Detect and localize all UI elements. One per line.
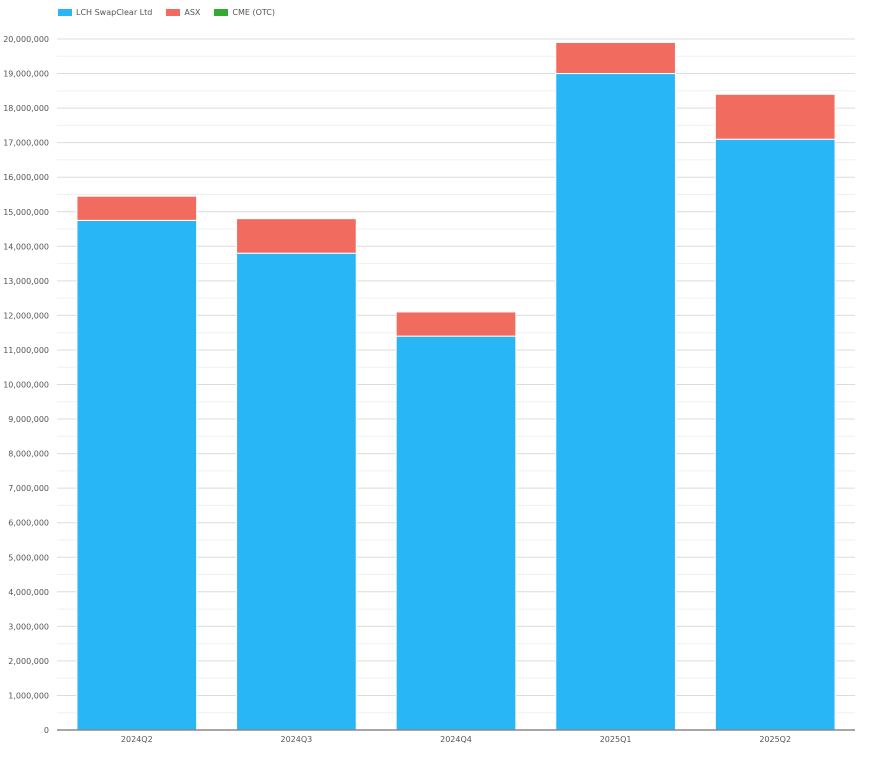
legend-swatch-asx [166,9,181,16]
y-tick-label: 19,000,000 [3,70,49,79]
y-tick-label: 2,000,000 [8,657,49,666]
bar-segment-2024Q3-1[interactable] [236,218,357,254]
legend-item-asx[interactable]: ASX [166,8,200,17]
x-tick-label: 2025Q2 [759,735,791,744]
legend-item-lch-swapclear[interactable]: LCH SwapClear Ltd [58,8,152,17]
x-tick-label: 2024Q2 [121,735,153,744]
x-tick-label: 2024Q3 [281,735,313,744]
bar-segment-2025Q1-0[interactable] [555,73,676,731]
y-tick-label: 6,000,000 [8,519,49,528]
legend-label-cme-otc: CME (OTC) [232,8,276,17]
x-tick-label: 2024Q4 [440,735,472,744]
y-tick-label: 14,000,000 [3,242,49,251]
y-tick-label: 0 [44,726,49,735]
bar-segment-2024Q4-1[interactable] [395,311,517,337]
bars [76,41,836,731]
legend-swatch-lch-swapclear [58,9,72,16]
y-tick-label: 4,000,000 [8,588,49,597]
x-axis: 2024Q2 2024Q3 2024Q4 2025Q1 2025Q2 [57,729,855,744]
x-tick-label: 2025Q1 [600,735,632,744]
bar-segment-2025Q1-1[interactable] [555,41,676,75]
legend-swatch-cme-otc [214,9,229,16]
legend-item-cme-otc[interactable]: CME (OTC) [214,8,275,17]
y-tick-label: 13,000,000 [3,277,49,286]
bar-segment-2024Q4-0[interactable] [395,335,517,731]
y-tick-label: 1,000,000 [8,691,49,700]
y-tick-label: 3,000,000 [8,622,49,631]
y-tick-label: 20,000,000 [3,35,49,44]
y-tick-label: 7,000,000 [8,484,49,493]
bar-segment-2025Q2-1[interactable] [714,93,836,140]
bar-segment-2025Q2-0[interactable] [714,138,836,731]
bar-segment-2024Q3-0[interactable] [236,252,357,731]
y-tick-label: 11,000,000 [3,346,49,355]
legend-label-lch-swapclear: LCH SwapClear Ltd [76,8,153,17]
y-axis: 0 1,000,000 2,000,000 3,000,000 4,000,000 5,0… [3,35,49,735]
bar-segment-2024Q2-0[interactable] [76,219,198,731]
y-tick-label: 17,000,000 [3,139,49,148]
legend-label-asx: ASX [184,8,201,17]
y-tick-label: 12,000,000 [3,311,49,320]
y-tick-label: 5,000,000 [8,553,49,562]
y-tick-label: 18,000,000 [3,104,49,113]
y-tick-label: 8,000,000 [8,450,49,459]
y-tick-label: 15,000,000 [3,208,49,217]
chart-legend: LCH SwapClear Ltd ASX CME (OTC) [58,8,275,17]
bar-segment-2024Q2-1[interactable] [76,195,198,221]
y-tick-label: 9,000,000 [8,415,49,424]
y-tick-label: 10,000,000 [3,381,49,390]
y-tick-label: 16,000,000 [3,173,49,182]
